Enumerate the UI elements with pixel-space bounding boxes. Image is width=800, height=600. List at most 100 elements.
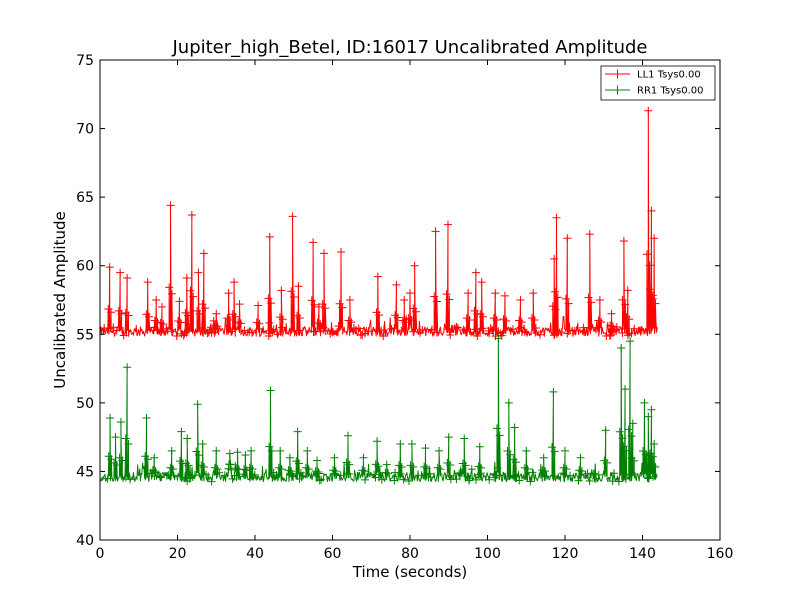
- data-point-ll1: [186, 286, 195, 295]
- data-point-rr1: [541, 467, 550, 476]
- data-point-ll1: [428, 325, 437, 334]
- data-point-rr1: [360, 467, 369, 476]
- data-point-ll1: [563, 329, 572, 338]
- chart-title: Jupiter_high_Betel, ID:16017 Uncalibrate…: [171, 37, 647, 58]
- data-point-ll1: [623, 286, 632, 295]
- data-point-ll1: [185, 320, 194, 329]
- data-point-rr1: [150, 471, 159, 480]
- data-point-rr1: [151, 468, 160, 477]
- data-point-rr1: [522, 446, 531, 455]
- data-point-ll1: [430, 292, 439, 301]
- data-point-ll1: [644, 106, 653, 115]
- data-point-ll1: [432, 297, 441, 306]
- data-point-ll1: [347, 318, 356, 327]
- data-point-rr1: [548, 443, 557, 452]
- data-point-ll1: [265, 318, 274, 327]
- data-point-ll1: [182, 274, 191, 283]
- data-point-ll1: [630, 324, 639, 333]
- legend-label-ll1: LL1 Tsys0.00: [637, 70, 701, 81]
- data-point-rr1: [390, 476, 399, 485]
- data-point-ll1: [390, 324, 399, 333]
- data-point-rr1: [106, 413, 115, 422]
- data-point-ll1: [397, 326, 406, 335]
- data-point-rr1: [227, 465, 236, 474]
- data-point-ll1: [317, 324, 326, 333]
- data-point-ll1: [584, 293, 593, 302]
- data-point-rr1: [650, 440, 659, 448]
- x-tick-label: 60: [324, 546, 342, 562]
- data-point-ll1: [516, 323, 525, 332]
- data-point-rr1: [265, 442, 274, 451]
- data-point-ll1: [563, 234, 572, 243]
- data-point-ll1: [647, 206, 656, 215]
- data-point-ll1: [550, 254, 559, 263]
- data-point-rr1: [510, 423, 519, 432]
- data-point-rr1: [295, 474, 304, 483]
- data-point-rr1: [561, 446, 569, 455]
- data-point-rr1: [226, 460, 235, 469]
- legend-entry-rr1: RR1 Tsys0.00: [605, 85, 704, 97]
- data-point-ll1: [610, 327, 619, 336]
- data-point-ll1: [646, 285, 655, 294]
- data-point-rr1: [528, 468, 537, 477]
- data-point-rr1: [184, 461, 193, 470]
- data-point-ll1: [115, 323, 124, 332]
- data-point-ll1: [166, 201, 175, 210]
- y-tick-label: 55: [76, 327, 94, 343]
- data-point-rr1: [648, 452, 657, 461]
- data-point-ll1: [651, 299, 660, 308]
- data-point-rr1: [377, 475, 386, 484]
- data-point-ll1: [587, 298, 596, 307]
- data-point-rr1: [185, 474, 194, 483]
- data-point-ll1: [321, 304, 330, 313]
- data-point-ll1: [625, 315, 634, 324]
- data-point-ll1: [529, 289, 538, 298]
- data-point-ll1: [294, 282, 303, 291]
- data-point-ll1: [240, 326, 249, 335]
- data-point-ll1: [473, 331, 482, 340]
- data-point-ll1: [201, 304, 210, 313]
- data-point-ll1: [337, 248, 346, 256]
- data-point-rr1: [626, 337, 635, 346]
- data-point-ll1: [255, 319, 264, 328]
- data-point-ll1: [209, 316, 218, 325]
- data-point-ll1: [267, 299, 276, 308]
- data-point-rr1: [330, 453, 339, 462]
- data-point-rr1: [220, 471, 229, 480]
- data-point-rr1: [345, 460, 354, 469]
- data-point-rr1: [615, 427, 624, 436]
- data-point-rr1: [276, 446, 285, 455]
- data-point-ll1: [595, 296, 604, 304]
- data-point-ll1: [189, 292, 198, 301]
- data-point-ll1: [165, 283, 174, 292]
- data-point-rr1: [336, 471, 345, 480]
- data-point-ll1: [502, 316, 511, 325]
- data-point-rr1: [103, 474, 112, 483]
- data-point-ll1: [354, 324, 363, 333]
- data-point-ll1: [612, 322, 621, 331]
- data-point-rr1: [183, 434, 192, 443]
- data-point-ll1: [406, 289, 414, 298]
- data-point-rr1: [477, 463, 486, 472]
- data-point-rr1: [444, 433, 453, 442]
- data-point-rr1: [193, 400, 202, 409]
- data-point-ll1: [195, 309, 204, 318]
- data-point-ll1: [637, 326, 646, 335]
- y-tick-label: 75: [76, 53, 94, 69]
- data-point-rr1: [452, 475, 461, 484]
- data-point-rr1: [304, 465, 313, 474]
- data-point-rr1: [619, 442, 628, 451]
- data-point-rr1: [649, 472, 658, 481]
- data-point-ll1: [309, 238, 318, 247]
- data-point-rr1: [621, 474, 630, 483]
- data-point-rr1: [566, 471, 575, 480]
- data-point-rr1: [382, 460, 391, 469]
- data-point-rr1: [577, 467, 586, 476]
- data-point-ll1: [203, 329, 212, 338]
- data-point-ll1: [500, 291, 509, 300]
- data-point-ll1: [585, 230, 594, 239]
- data-point-rr1: [373, 437, 382, 446]
- data-point-ll1: [607, 309, 616, 318]
- data-point-ll1: [465, 316, 474, 325]
- data-point-ll1: [443, 220, 452, 229]
